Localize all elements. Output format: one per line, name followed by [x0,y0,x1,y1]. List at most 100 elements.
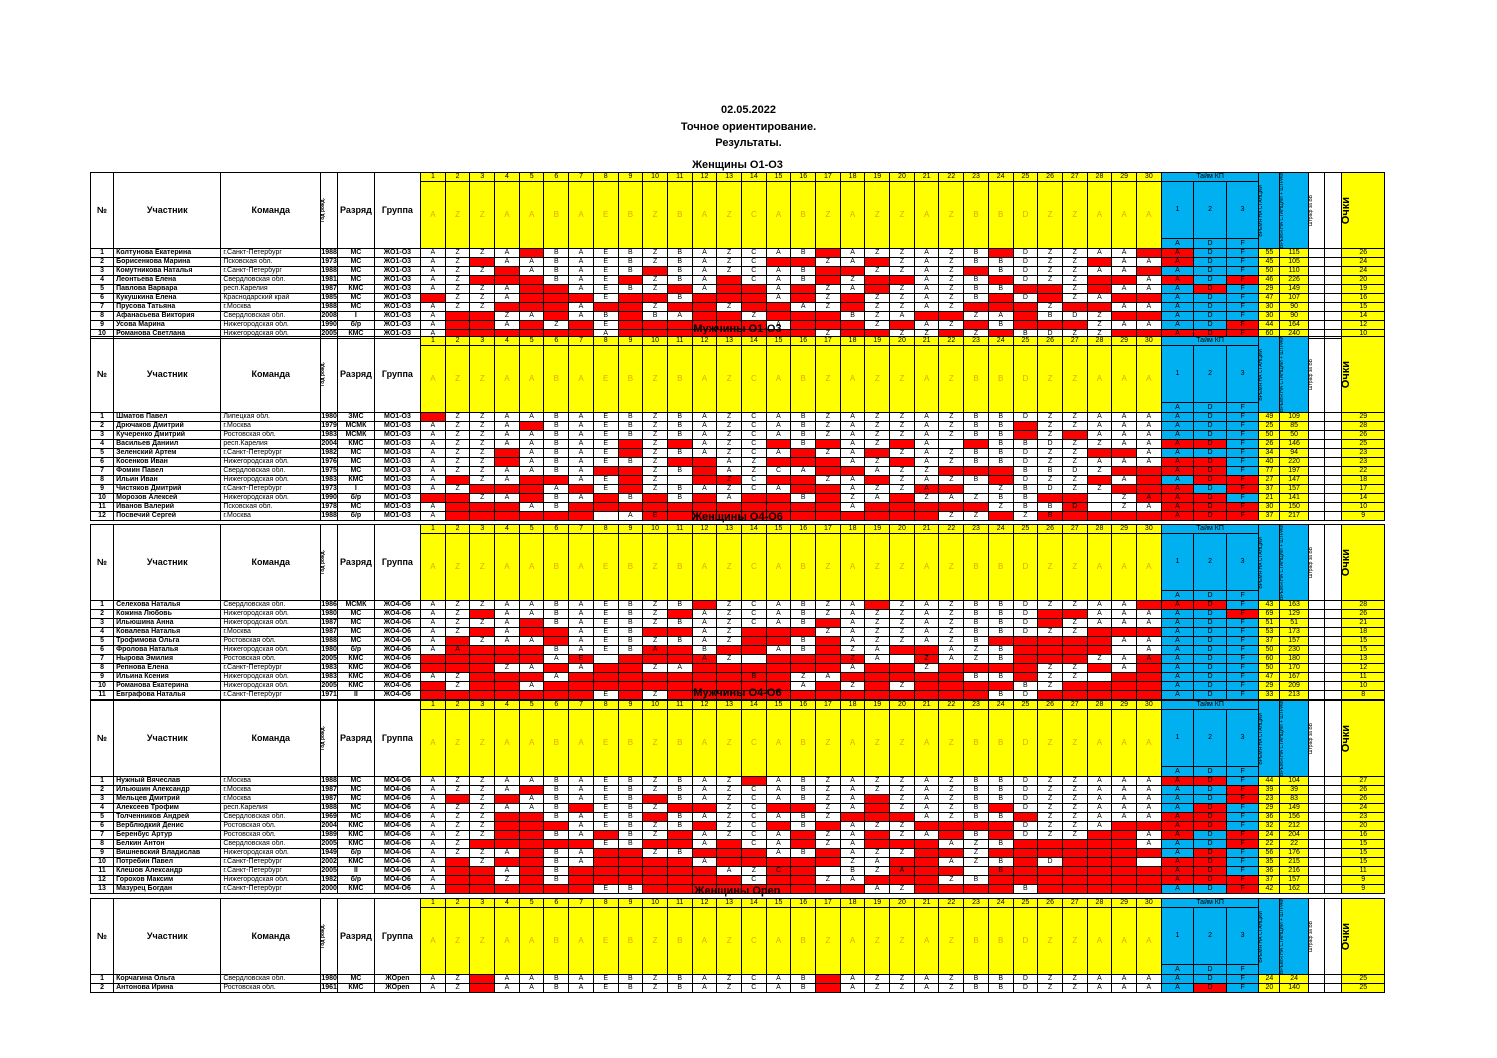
penalty-value [1307,283,1325,294]
time-with-penalty: 39 [1279,784,1309,795]
kp-answer: A [568,274,594,285]
penalty-value [1307,256,1325,267]
kp-answer: A [1086,982,1113,993]
kp-answer [420,411,446,422]
sport-rank: МС [337,802,375,813]
kp-answer [420,662,446,673]
points-value: 16 [1341,292,1385,303]
kp-answer: Z [1061,982,1088,993]
blank-cell [1323,802,1343,813]
kp-answer: A [494,283,520,294]
kp-answer: E [592,411,619,422]
kp-answer: A [765,447,792,458]
participant-team: Свердловская обл. [220,274,322,285]
birth-year: 1987 [320,784,339,795]
correct-answer: B [543,533,570,601]
kp-answer: Z [889,829,915,840]
time-kp-answer-cell: A [1160,775,1195,786]
kp-answer [790,283,817,294]
kp-answer: B [543,247,570,258]
kp-number: 2 [444,336,471,346]
kp-answer: A [839,456,866,467]
group: ЖО1-О3 [373,265,422,276]
sport-rank: МС [337,292,375,303]
kp-answer: C [740,274,767,285]
penalty-value [1307,456,1325,467]
participant-name: Кожина Любовь [113,608,222,619]
kp-answer [839,671,866,682]
kp-answer [913,856,940,867]
time-kp-answer-cell: D [1193,608,1227,619]
kp-answer: A [494,256,520,267]
kp-answer [1012,671,1039,682]
kp-answer: Z [1037,411,1063,422]
kp-number: 21 [913,700,940,710]
participant-name: Толченников Андрей [113,811,222,822]
kp-answer: A [1111,247,1137,258]
kp-answer: Z [1037,447,1063,458]
time-on-station: 29 [1258,802,1281,813]
row-number: 7 [89,653,115,664]
row-number: 8 [89,662,115,673]
time-with-penalty: 129 [1279,608,1309,619]
kp-answer [864,811,891,822]
birth-year: 1989 [320,829,339,840]
kp-answer: B [963,247,989,258]
blank-cell [1323,775,1343,786]
correct-answer: Z [864,533,891,601]
kp-answer: B [666,847,693,858]
correct-answer: A [691,533,718,601]
kp-answer: D [1061,465,1088,476]
kp-answer: Z [889,775,915,786]
row-number: 7 [89,301,115,312]
kp-answer [617,274,644,285]
kp-answer [666,474,693,485]
time-kp-answer-cell: D [1193,474,1227,485]
penalty-value [1307,265,1325,276]
kp-answer [1037,865,1063,876]
points-value: 15 [1341,838,1385,849]
kp-answer [1111,465,1137,476]
row-number: 1 [89,247,115,258]
kp-answer [1012,653,1039,664]
kp-answer: Z [1037,982,1063,993]
kp-answer [765,474,792,485]
kp-answer [864,474,891,485]
kp-answer: B [543,811,570,822]
col-header-group: Группа [373,898,422,975]
kp-answer: A [568,973,594,984]
kp-answer: Z [469,411,496,422]
kp-number: 4 [494,524,520,534]
kp-answer: A [691,247,718,258]
correct-answer: A [568,533,594,601]
penalty-text: Штраф за ВВ [1308,358,1314,391]
kp-number: 19 [864,898,891,908]
time-kp-answer-cell: F [1225,671,1260,682]
kp-answer: A [913,292,940,303]
participant-team: Свердловская обл. [220,310,322,321]
kp-number: 3 [469,898,496,908]
kp-number: 5 [518,524,545,534]
kp-answer: Z [716,599,742,610]
time-kp-answer-cell: F [1225,265,1260,276]
kp-number: 30 [1135,524,1162,534]
kp-answer: A [420,420,446,431]
kp-answer [765,856,792,867]
kp-answer [889,856,915,867]
kp-number: 25 [1012,172,1039,182]
kp-answer [790,865,817,876]
kp-answer: B [543,784,570,795]
kp-number: 21 [913,336,940,346]
time-kp-answer-cell: D [1193,626,1227,637]
kp-number: 17 [815,336,841,346]
kp-answer: Z [889,283,915,294]
correct-answer: Z [444,533,471,601]
correct-answer: A [1086,345,1113,413]
kp-answer [815,456,841,467]
correct-answer: Z [469,907,496,975]
kp-answer: B [790,247,817,258]
kp-answer: B [987,265,1014,276]
kp-answer [1037,617,1063,628]
kp-answer: A [420,644,446,655]
